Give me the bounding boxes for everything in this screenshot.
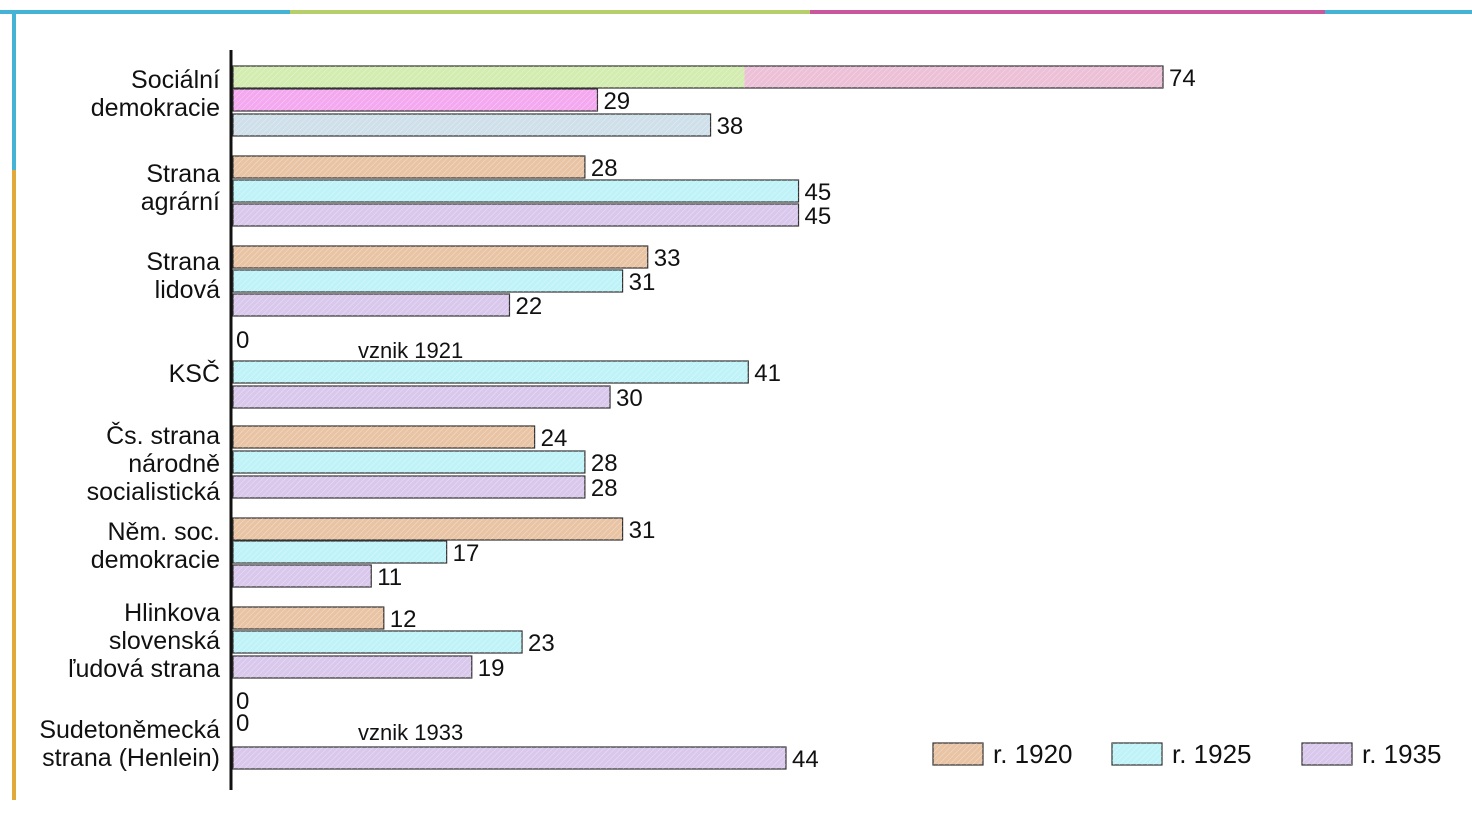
value-label-sudetonemecka-strana-henlein-r-1925: 0 bbox=[236, 710, 249, 737]
bar-hlinkova-slovenska-ludova-strana-r-1920 bbox=[232, 606, 385, 630]
bars-layer bbox=[232, 65, 1164, 770]
value-label-cs-strana-narodne-socialisticka-r-1935: 28 bbox=[591, 475, 618, 502]
bar-socialni-demokracie-r-1925 bbox=[232, 88, 599, 112]
bar-strana-agrarni-r-1935 bbox=[232, 203, 800, 227]
legend-label-r-1935: r. 1935 bbox=[1362, 739, 1442, 769]
value-label-socialni-demokracie-r-1920: 74 bbox=[1169, 65, 1196, 92]
bar-nem-soc-demokracie-r-1935 bbox=[232, 564, 372, 588]
side-color-bar-blue bbox=[12, 10, 16, 170]
value-label-sudetonemecka-strana-henlein-r-1935: 44 bbox=[792, 746, 819, 773]
bar-strana-lidova-r-1935 bbox=[232, 293, 511, 317]
annotation-vznik-1921: vznik 1921 bbox=[358, 338, 463, 363]
value-label-socialni-demokracie-r-1935: 38 bbox=[717, 113, 744, 140]
bar-strana-lidova-r-1925 bbox=[232, 269, 624, 293]
legend-swatch-hatch-r-1920 bbox=[933, 743, 983, 765]
bar-socialni-demokracie-r-1935 bbox=[232, 113, 712, 137]
category-label-socialni-demokracie-1: Sociální bbox=[131, 66, 220, 94]
bar-ksc-r-1925 bbox=[232, 360, 749, 384]
top-color-bar-magenta bbox=[810, 10, 1325, 14]
value-label-strana-agrarni-r-1920: 28 bbox=[591, 155, 618, 182]
category-label-sudetonemecka-strana-henlein-2: strana (Henlein) bbox=[42, 744, 220, 772]
bar-strana-agrarni-r-1925 bbox=[232, 179, 800, 203]
bar-strana-agrarni-r-1920 bbox=[232, 155, 586, 179]
value-label-ksc-r-1925: 41 bbox=[754, 360, 781, 387]
value-label-hlinkova-slovenska-ludova-strana-r-1925: 23 bbox=[528, 630, 555, 657]
category-label-strana-lidova-1: Strana bbox=[146, 248, 220, 276]
category-label-strana-lidova-2: lidová bbox=[155, 276, 220, 304]
value-label-hlinkova-slovenska-ludova-strana-r-1920: 12 bbox=[390, 606, 417, 633]
side-color-bar-orange bbox=[12, 170, 16, 800]
bar-ksc-r-1935 bbox=[232, 385, 611, 409]
bar-hlinkova-slovenska-ludova-strana-r-1935 bbox=[232, 655, 473, 679]
category-label-strana-agrarni-1: Strana bbox=[146, 160, 220, 188]
value-label-strana-lidova-r-1935: 22 bbox=[515, 293, 542, 320]
value-label-ksc-r-1935: 30 bbox=[616, 385, 643, 412]
bar-cs-strana-narodne-socialisticka-r-1925 bbox=[232, 450, 586, 474]
category-label-hlinkova-slovenska-ludova-strana-2: slovenská bbox=[109, 627, 220, 655]
value-label-strana-lidova-r-1925: 31 bbox=[629, 269, 656, 296]
bar-nem-soc-demokracie-r-1920 bbox=[232, 517, 624, 541]
bar-strana-lidova-r-1920 bbox=[232, 245, 649, 269]
value-label-sudetonemecka-strana-henlein-r-1920: 0 bbox=[236, 688, 249, 715]
bar-sudetonemecka-strana-henlein-r-1935 bbox=[232, 746, 787, 770]
category-label-sudetonemecka-strana-henlein-1: Sudetoněmecká bbox=[39, 716, 220, 744]
category-label-socialni-demokracie-2: demokracie bbox=[91, 94, 220, 122]
top-color-bar-blue-right bbox=[1325, 10, 1472, 14]
value-label-strana-agrarni-r-1925: 45 bbox=[805, 179, 832, 206]
value-label-nem-soc-demokracie-r-1925: 17 bbox=[453, 540, 480, 567]
category-label-hlinkova-slovenska-ludova-strana-3: ľudová strana bbox=[68, 655, 220, 683]
category-label-cs-strana-narodne-socialisticka-2: národně bbox=[128, 450, 220, 478]
value-label-socialni-demokracie-r-1925: 29 bbox=[603, 88, 630, 115]
category-label-cs-strana-narodne-socialisticka-1: Čs. strana bbox=[106, 421, 220, 450]
bar-cs-strana-narodne-socialisticka-r-1935 bbox=[232, 475, 586, 499]
category-label-ksc-1: KSČ bbox=[169, 359, 220, 388]
legend-swatch-hatch-r-1935 bbox=[1302, 743, 1352, 765]
top-color-bar-blue bbox=[0, 10, 290, 14]
value-label-nem-soc-demokracie-r-1920: 31 bbox=[629, 517, 656, 544]
category-label-nem-soc-demokracie-2: demokracie bbox=[91, 546, 220, 574]
bar-hlinkova-slovenska-ludova-strana-r-1925 bbox=[232, 630, 523, 654]
legend-swatch-hatch-r-1925 bbox=[1112, 743, 1162, 765]
value-label-cs-strana-narodne-socialisticka-r-1920: 24 bbox=[541, 425, 568, 452]
value-label-ksc-r-1920: 0 bbox=[236, 327, 249, 354]
value-label-strana-lidova-r-1920: 33 bbox=[654, 245, 681, 272]
legend: r. 1920 r. 1925 r. 1935 bbox=[932, 739, 1442, 769]
category-label-strana-agrarni-2: agrární bbox=[141, 188, 220, 216]
category-label-hlinkova-slovenska-ludova-strana-1: Hlinkova bbox=[124, 599, 220, 627]
value-label-hlinkova-slovenska-ludova-strana-r-1935: 19 bbox=[478, 655, 505, 682]
top-color-bar-green bbox=[290, 10, 810, 14]
legend-label-r-1925: r. 1925 bbox=[1172, 739, 1252, 769]
bar-cs-strana-narodne-socialisticka-r-1920 bbox=[232, 425, 536, 449]
labels-layer: Sociálnídemokracie742938Stranaagrární284… bbox=[39, 65, 1195, 773]
annotation-vznik-1933: vznik 1933 bbox=[358, 720, 463, 745]
bar-socialni-demokracie-r-1920 bbox=[232, 65, 1164, 89]
category-label-cs-strana-narodne-socialisticka-3: socialistická bbox=[87, 478, 220, 506]
category-label-nem-soc-demokracie-1: Něm. soc. bbox=[107, 518, 220, 546]
legend-label-r-1920: r. 1920 bbox=[993, 739, 1073, 769]
value-label-strana-agrarni-r-1935: 45 bbox=[805, 203, 832, 230]
bar-nem-soc-demokracie-r-1925 bbox=[232, 540, 448, 564]
value-label-nem-soc-demokracie-r-1935: 11 bbox=[377, 564, 402, 591]
value-label-cs-strana-narodne-socialisticka-r-1925: 28 bbox=[591, 450, 618, 477]
